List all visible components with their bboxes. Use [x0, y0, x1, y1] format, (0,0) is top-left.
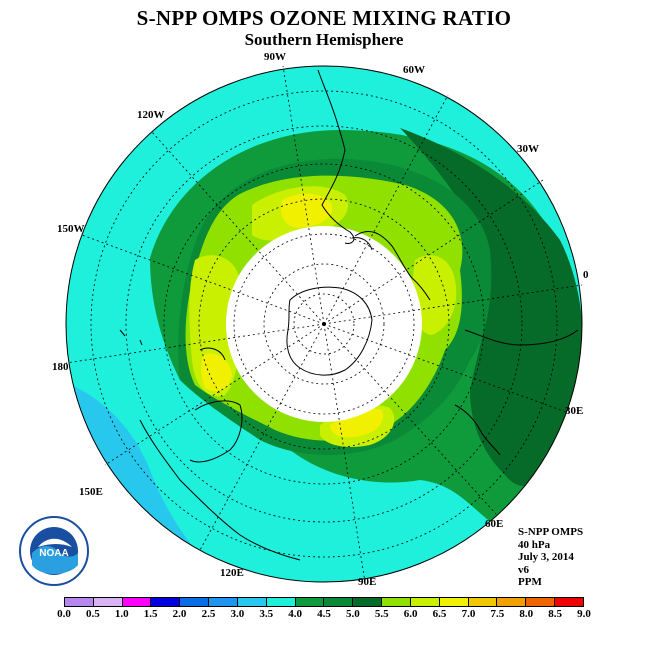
info-level: 40 hPa	[518, 538, 551, 551]
info-version: v6	[518, 563, 529, 576]
lon-label-180: 180	[52, 361, 69, 373]
coastlines	[119, 69, 579, 561]
australia-coast	[189, 400, 243, 463]
colorbar-tick-label: 0.5	[86, 608, 100, 620]
colorbar-tick-label: 9.0	[577, 608, 591, 620]
lon-label-90w: 90W	[264, 51, 286, 63]
colorbar-ticks: 0.0 0.5 1.0 1.5 2.0 2.5 3.0 3.5 4.0 4.5 5.0 5.5 6.0 6…	[57, 608, 591, 624]
colorbar-segment	[122, 598, 152, 606]
colorbar-segment	[555, 598, 583, 606]
colorbar-segment	[65, 598, 94, 606]
ozone-field	[66, 66, 582, 582]
madagascar-coast	[454, 404, 501, 456]
colorbar-tick-label: 3.0	[230, 608, 245, 620]
peninsula-coast	[351, 237, 373, 251]
colorbar-segment	[93, 598, 123, 606]
colorbar-tick-label: 4.5	[317, 608, 331, 620]
lon-label-150e: 150E	[79, 486, 103, 498]
info-date: July 3, 2014	[518, 551, 574, 563]
lon-label-150w: 150W	[57, 223, 85, 235]
colorbar-segment	[439, 598, 469, 606]
africa-south-coast	[464, 329, 579, 346]
colorbar-tick-label: 3.5	[259, 608, 274, 620]
colorbar-tick-label: 1.5	[143, 608, 158, 620]
lon-label-60w: 60W	[403, 64, 425, 76]
colorbar-tick-label: 5.5	[374, 608, 389, 620]
graticule	[65, 65, 583, 583]
colorbar-segment	[497, 598, 527, 606]
info-block: S-NPP OMPS 40 hPa July 3, 2014 v6 PPM	[518, 526, 583, 589]
colorbar-segment	[209, 598, 238, 606]
lon-label-30w: 30W	[517, 143, 539, 155]
map-subtitle: Southern Hemisphere	[244, 30, 404, 49]
map-title: S-NPP OMPS OZONE MIXING RATIO	[136, 6, 512, 30]
lon-label-60e: 60E	[485, 518, 503, 530]
colorbar-tick-label: 0.0	[57, 608, 71, 620]
colorbar-segment	[526, 598, 556, 606]
new-zealand-coast	[199, 347, 226, 361]
islands	[119, 329, 143, 346]
noaa-logo: NOAA	[19, 516, 89, 586]
lon-label-90e: 90E	[358, 576, 376, 588]
colorbar-segment	[295, 598, 325, 606]
colorbar-segment	[237, 598, 267, 606]
info-instrument: S-NPP OMPS	[518, 526, 584, 538]
colorbar-tick-label: 8.0	[519, 608, 534, 620]
colorbar-segment	[151, 598, 181, 606]
colorbar-segment	[180, 598, 210, 606]
colorbar	[64, 597, 584, 607]
lon-label-30e: 30E	[565, 405, 583, 417]
lon-label-120w: 120W	[137, 109, 165, 121]
colorbar-tick-label: 2.0	[172, 608, 187, 620]
scotia-arc	[354, 231, 431, 301]
colorbar-tick-label: 2.5	[201, 608, 216, 620]
colorbar-tick-label: 5.0	[346, 608, 360, 620]
info-units: PPM	[518, 576, 542, 588]
noaa-logo-text: NOAA	[39, 548, 68, 559]
colorbar-tick-label: 1.0	[114, 608, 129, 620]
colorbar-segment	[353, 598, 383, 606]
colorbar-segment	[266, 598, 296, 606]
colorbar-tick-label: 7.0	[461, 608, 476, 620]
colorbar-segment	[382, 598, 411, 606]
colorbar-tick-label: 7.5	[490, 608, 505, 620]
colorbar-tick-label: 4.0	[288, 608, 302, 620]
colorbar-segment	[410, 598, 440, 606]
colorbar-tick-label: 6.0	[403, 608, 418, 620]
antarctica-coast	[286, 286, 373, 376]
lon-label-0: 0	[583, 269, 589, 281]
colorbar-tick-label: 8.5	[548, 608, 562, 620]
colorbar-tick-label: 6.5	[432, 608, 447, 620]
colorbar-segment	[324, 598, 354, 606]
colorbar-segment	[468, 598, 498, 606]
lon-label-120e: 120E	[220, 567, 244, 579]
